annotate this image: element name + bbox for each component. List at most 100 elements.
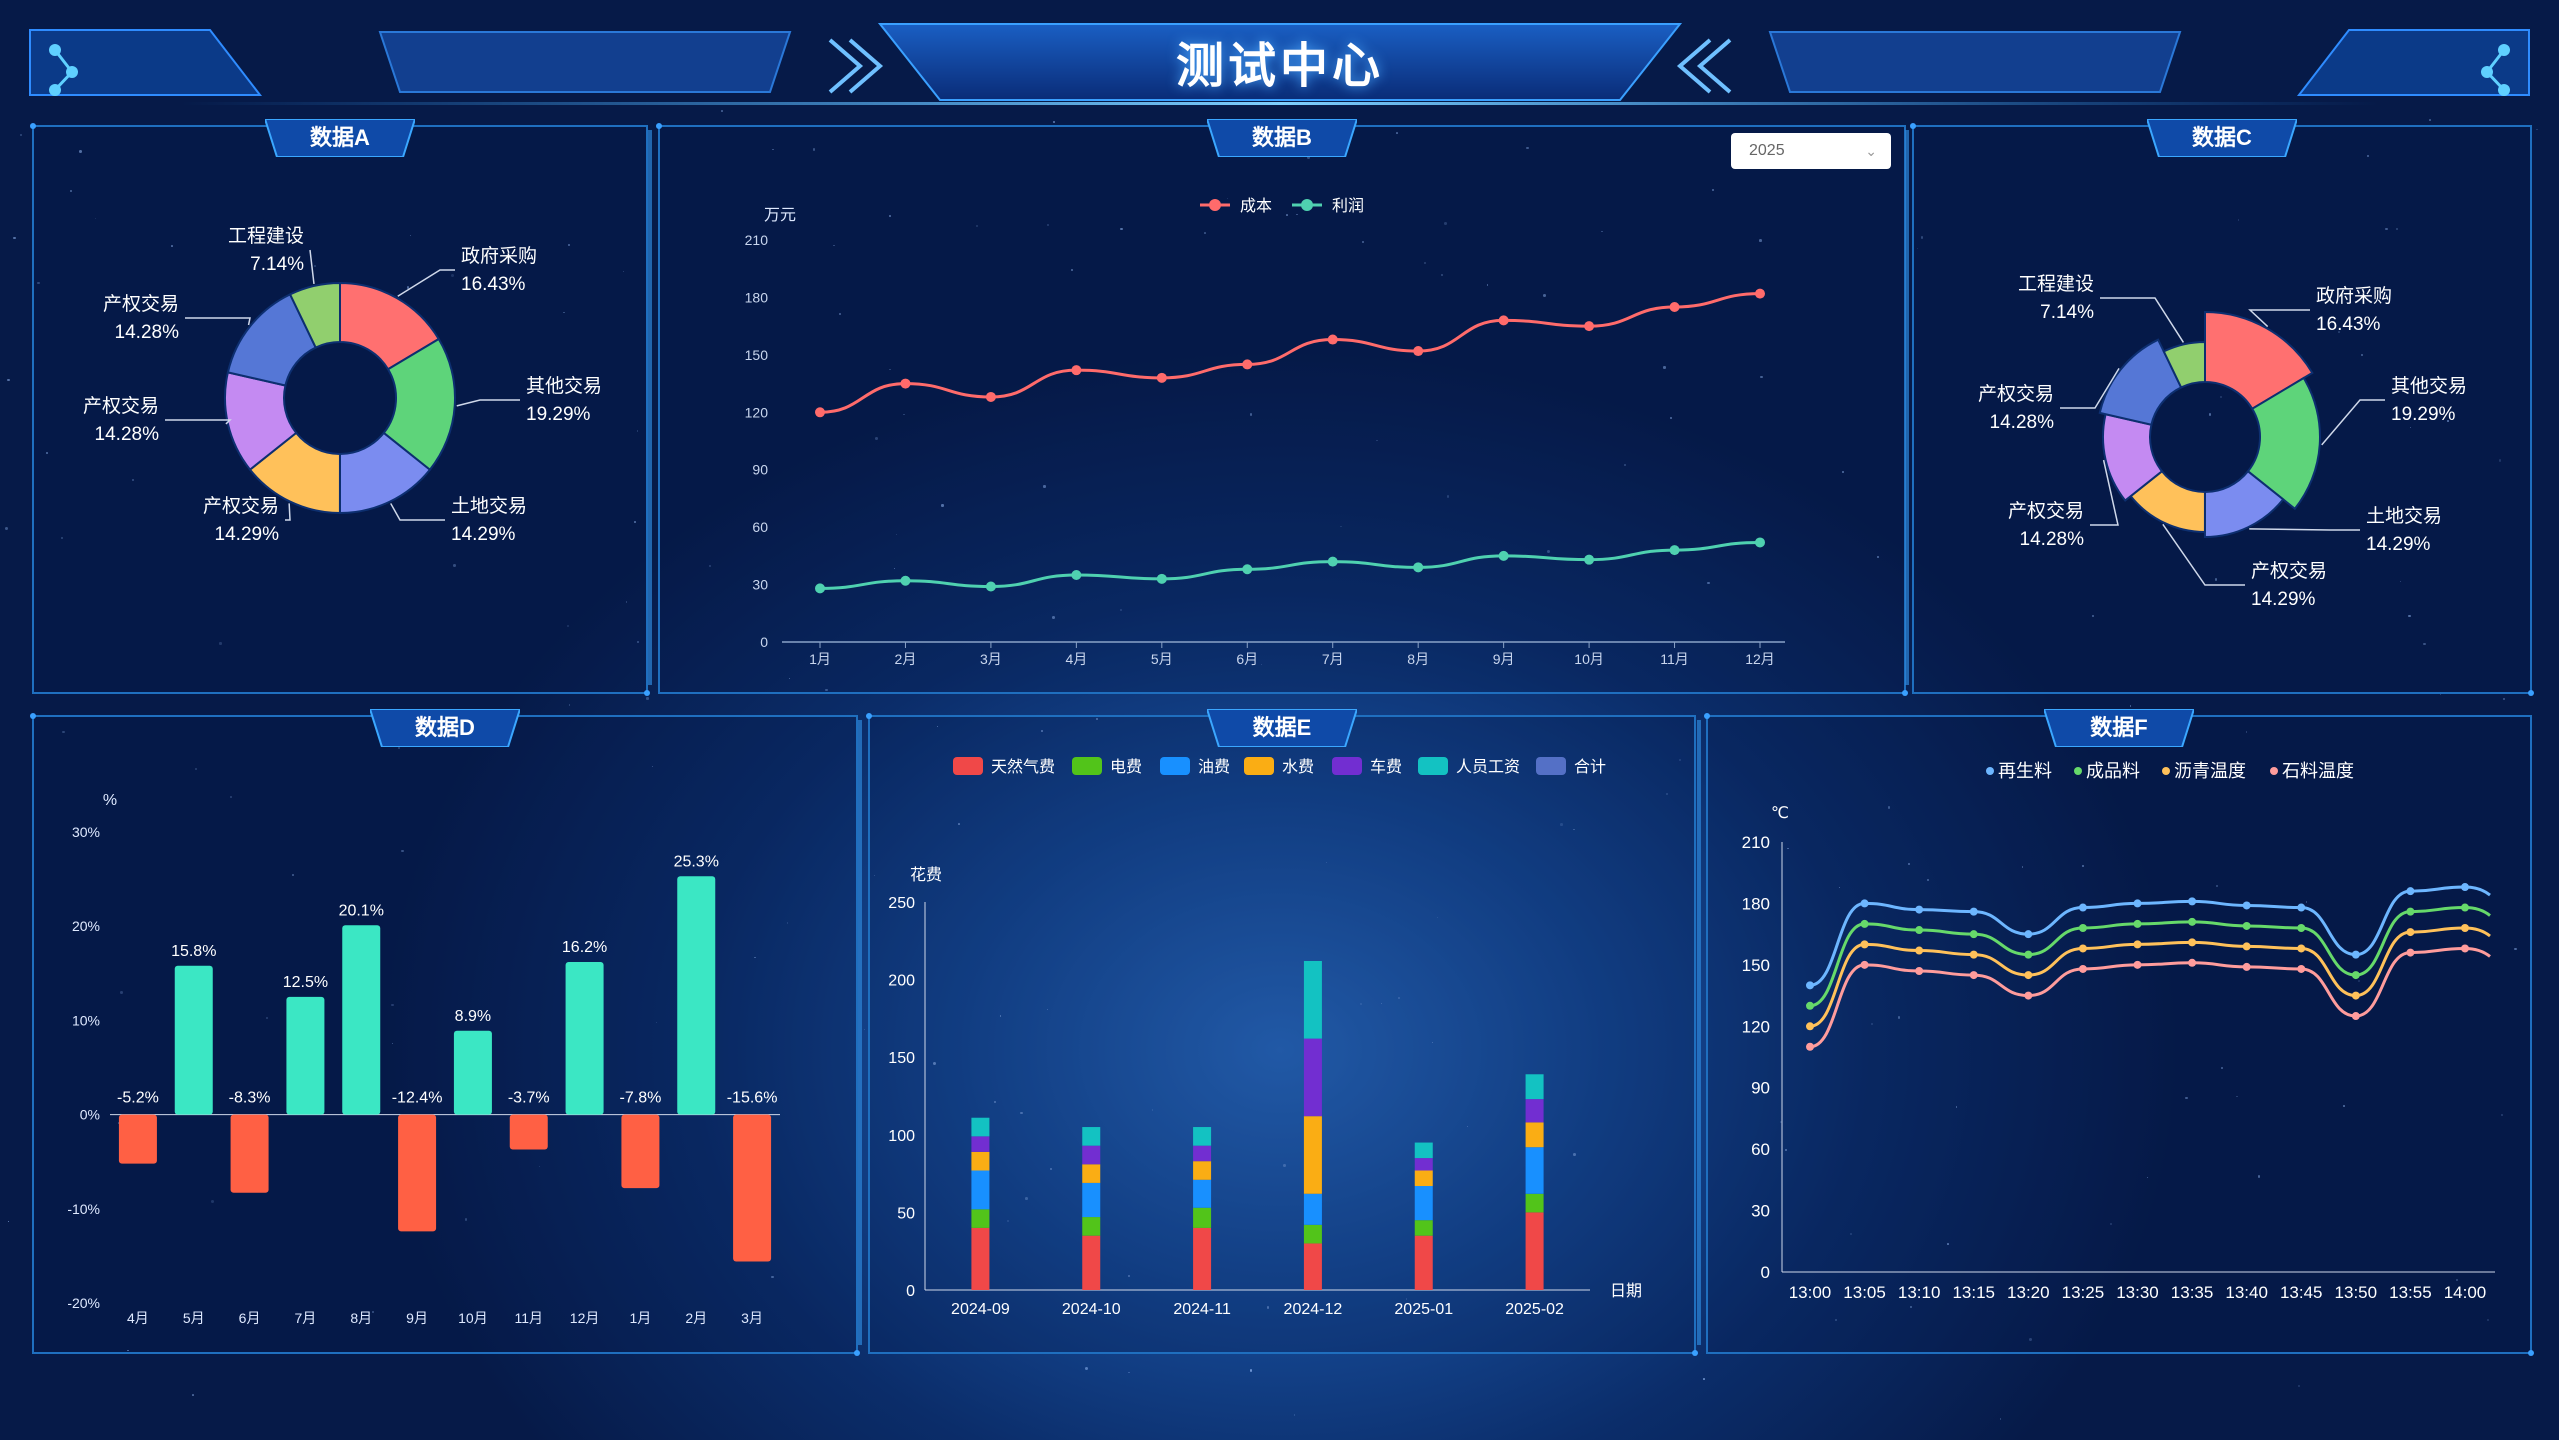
x-tick-label: 13:30: [2116, 1283, 2159, 1302]
y-axis-label: 花费: [910, 866, 942, 884]
star-dot: [2514, 948, 2517, 951]
stacked-bar-segment: [1193, 1161, 1212, 1180]
y-tick-label: 180: [1742, 894, 1770, 913]
star-dot: [1711, 189, 1715, 192]
star-dot: [132, 479, 135, 482]
star-dot: [2021, 866, 2024, 868]
star-dot: [636, 640, 639, 643]
star-dot: [1834, 1319, 1838, 1322]
star-dot: [2000, 1418, 2002, 1420]
line-point: [2188, 917, 2197, 926]
x-tick-label: 13:05: [1843, 1283, 1886, 1302]
star-dot: [1151, 1109, 1153, 1111]
star-dot: [371, 1311, 375, 1314]
star-dot: [37, 281, 40, 284]
legend-label: 沥青温度: [2174, 761, 2246, 781]
star-dot: [1876, 555, 1879, 558]
line-point: [2242, 942, 2251, 951]
y-tick-label: 10%: [72, 1012, 100, 1028]
line-point: [2133, 899, 2142, 908]
star-dot: [1703, 1378, 1706, 1381]
year-select-value: 2025: [1749, 142, 1785, 159]
star-dot: [2342, 1105, 2345, 1107]
line-point: [2297, 964, 2306, 973]
legend-label: 车费: [1370, 758, 1402, 776]
x-tick-label: 13:45: [2280, 1283, 2323, 1302]
star-dot: [941, 504, 944, 507]
line-point: [1860, 940, 1869, 949]
line-point: [2133, 919, 2142, 928]
legend-label: 油费: [1198, 758, 1230, 776]
stacked-bar-segment: [1525, 1099, 1544, 1123]
year-select[interactable]: 2025 ⌄: [1731, 133, 1891, 169]
pie-label-line: [397, 269, 455, 297]
star-dot: [958, 822, 960, 825]
stacked-bar-segment: [1525, 1212, 1544, 1290]
star-dot: [210, 1200, 214, 1204]
star-dot: [2245, 731, 2248, 733]
pie-label: 土地交易: [451, 495, 527, 517]
x-tick-label: 2025-01: [1394, 1301, 1453, 1318]
star-dot: [1267, 1306, 1270, 1309]
y-tick-label: 180: [745, 289, 769, 305]
star-dot: [932, 1062, 936, 1066]
star-dot: [229, 795, 232, 798]
x-tick-label: 9月: [406, 1310, 428, 1326]
star-dot: [2215, 885, 2218, 888]
line-point: [2406, 948, 2415, 957]
star-dot: [1850, 1233, 1852, 1235]
x-tick-label: 5月: [183, 1310, 205, 1326]
line-point: [2406, 907, 2415, 916]
y-tick-label: 0: [760, 634, 768, 650]
star-dot: [1249, 1369, 1253, 1372]
star-dot: [7, 378, 10, 382]
pie-value-label: 14.29%: [2366, 534, 2431, 555]
legend-label: 石料温度: [2282, 761, 2354, 781]
x-tick-label: 6月: [239, 1310, 261, 1326]
divider-line: [1697, 720, 1701, 1345]
star-dot: [1956, 1106, 1958, 1108]
x-tick-label: 4月: [1065, 651, 1087, 667]
pie-label-line: [456, 399, 520, 407]
line-point: [2188, 938, 2197, 947]
stacked-bar-segment: [1525, 1193, 1544, 1213]
star-dot: [1446, 495, 1450, 499]
line-point: [2461, 883, 2469, 892]
y-tick-label: 150: [888, 1050, 915, 1067]
pie-label-line: [309, 249, 315, 285]
bar-value-label: 8.9%: [455, 1008, 491, 1025]
pie-label: 产权交易: [83, 395, 159, 417]
star-dot: [1920, 236, 1924, 240]
star-dot: [2498, 459, 2502, 463]
star-dot: [1376, 439, 1378, 442]
line-point: [2351, 971, 2360, 980]
pie-label-line: [285, 503, 291, 521]
x-tick-label: 2024-09: [951, 1301, 1010, 1318]
pie-value-label: 7.14%: [250, 254, 304, 275]
line-point: [985, 581, 996, 592]
line-point: [1806, 1042, 1814, 1051]
pie-label-line: [165, 419, 232, 425]
y-tick-label: 150: [745, 347, 769, 363]
pie-value-label: 7.14%: [2040, 302, 2094, 323]
star-dot: [994, 1100, 997, 1104]
star-dot: [1120, 228, 1123, 231]
line-point: [2351, 991, 2360, 1000]
star-dot: [1573, 828, 1575, 831]
star-dot: [392, 1043, 394, 1045]
stacked-bar-segment: [971, 1209, 990, 1228]
star-dot: [1361, 240, 1365, 244]
stacked-bar-segment: [1193, 1227, 1212, 1290]
pie-label-line: [2249, 528, 2360, 531]
star-dot: [1006, 1220, 1010, 1223]
line-point: [815, 583, 825, 594]
pie-slice: [288, 281, 341, 349]
star-dot: [1395, 132, 1398, 134]
y-tick-label: 20%: [72, 918, 100, 934]
chevron-down-icon: ⌄: [1865, 143, 1877, 159]
line-point: [2078, 964, 2087, 973]
divider-line: [858, 720, 862, 1345]
y-tick-label: 250: [888, 895, 915, 912]
star-dot: [636, 430, 639, 432]
star-dot: [2357, 979, 2360, 982]
